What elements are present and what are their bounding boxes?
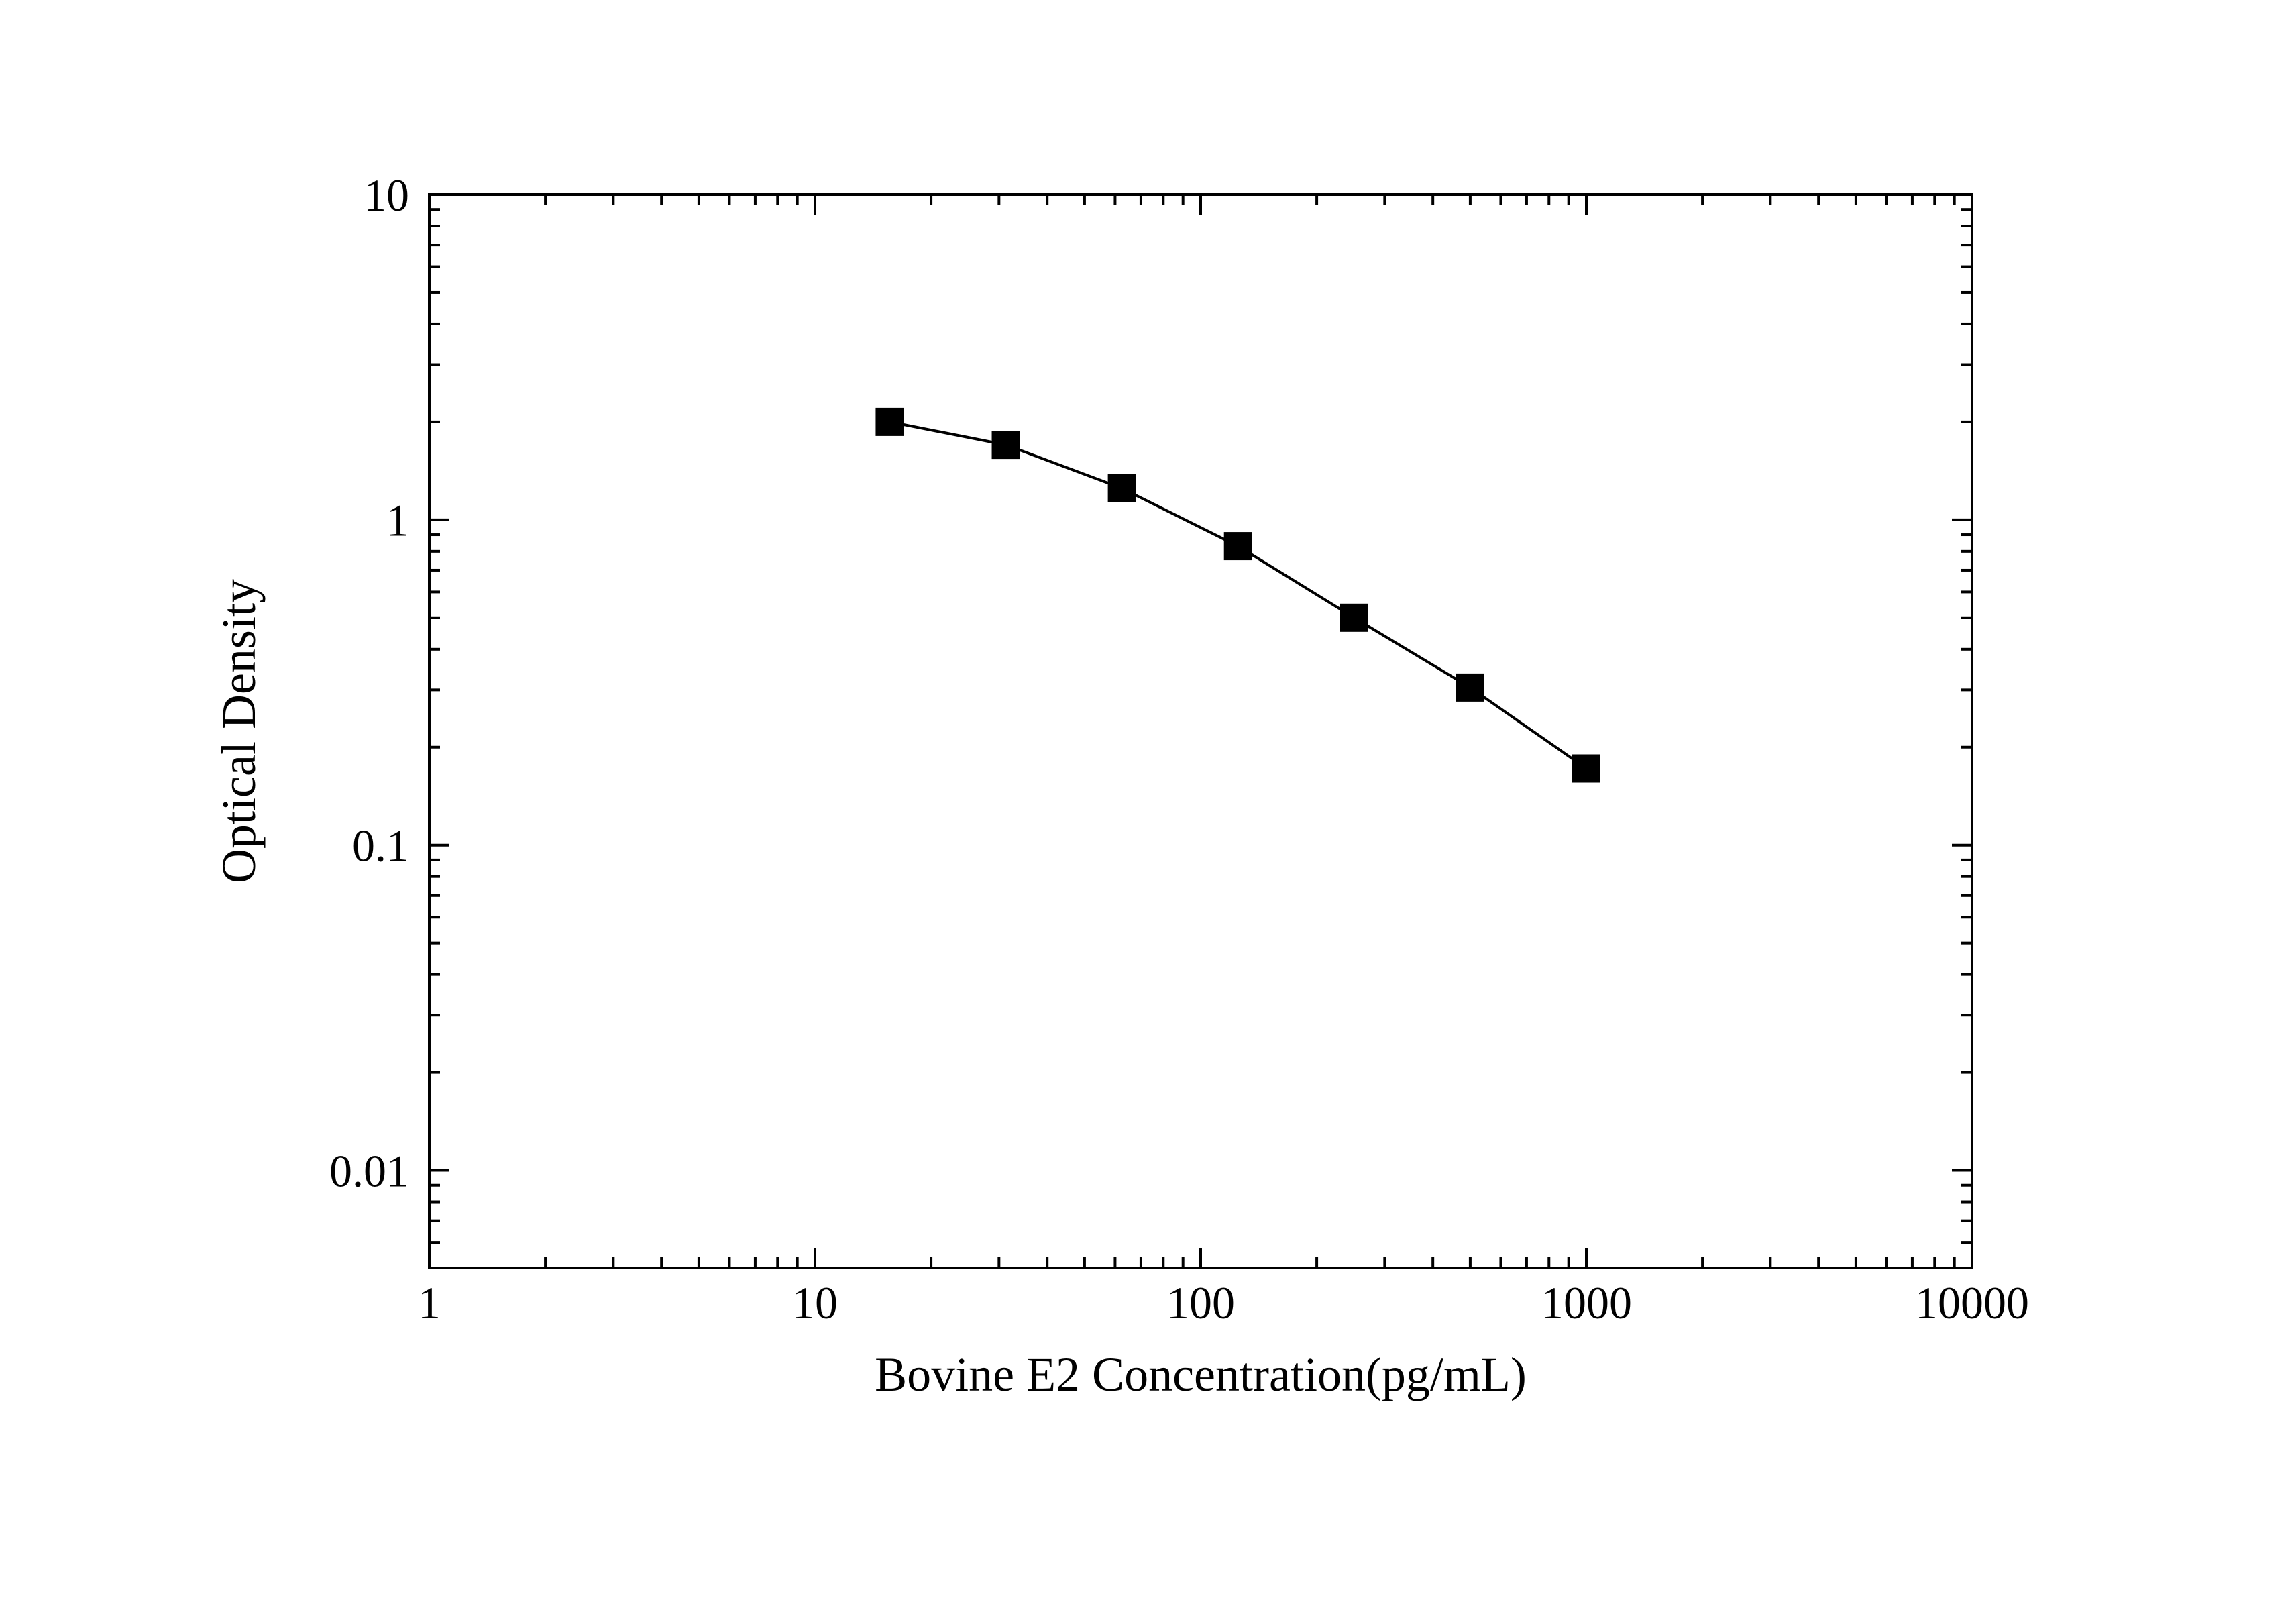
data-marker	[1457, 674, 1484, 701]
chart-container: 1 10 100 1000 10000 Bovine E2 Concentration(p…	[0, 0, 2296, 1604]
x-tick-label: 10000	[1915, 1277, 2029, 1328]
data-marker	[1341, 604, 1368, 631]
y-axis-label: Optical Density	[212, 579, 266, 884]
x-tick-label: 1000	[1541, 1277, 1632, 1328]
data-marker	[993, 431, 1020, 458]
x-tick-label: 10	[792, 1277, 838, 1328]
y-tick-label: 0.1	[352, 820, 409, 871]
chart-svg: 1 10 100 1000 10000 Bovine E2 Concentration(p…	[0, 0, 2296, 1604]
data-marker	[1573, 755, 1600, 782]
y-tick-label: 10	[364, 170, 409, 221]
x-axis-label: Bovine E2 Concentration(pg/mL)	[875, 1348, 1527, 1401]
data-marker	[1109, 475, 1136, 502]
data-marker	[876, 409, 903, 435]
y-tick-label: 1	[386, 495, 409, 546]
y-tick-label: 0.01	[329, 1145, 409, 1196]
x-tick-label: 100	[1166, 1277, 1235, 1328]
data-marker	[1225, 533, 1252, 559]
x-tick-label: 1	[418, 1277, 441, 1328]
